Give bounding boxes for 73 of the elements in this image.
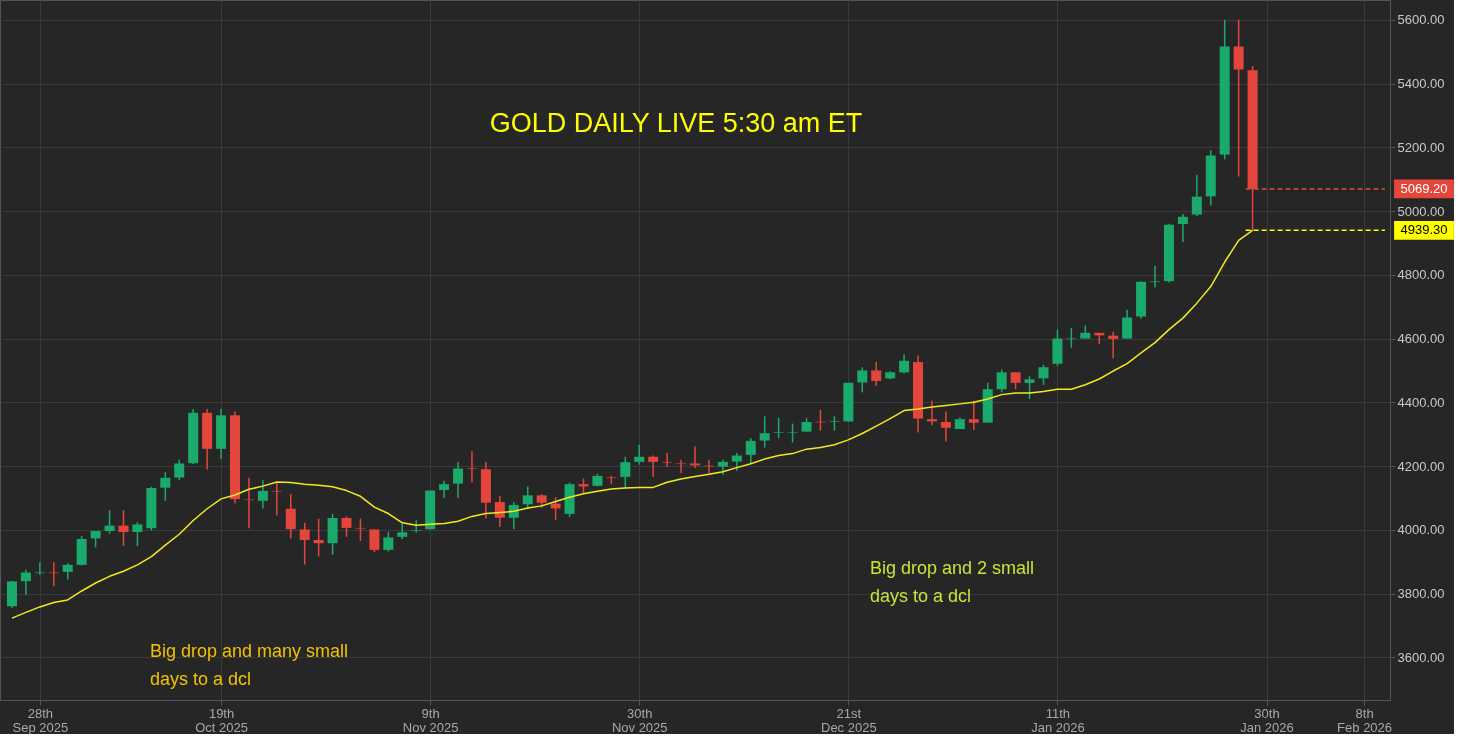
annotation: Big drop and many small days to a dcl <box>150 641 349 689</box>
candlestick <box>285 493 296 540</box>
y-tick-label: 5400.00 <box>1397 76 1445 92</box>
candlestick <box>690 445 700 469</box>
candlestick <box>899 353 910 375</box>
candlestick <box>243 477 254 529</box>
candlestick <box>1122 309 1133 340</box>
candlestick <box>787 422 798 444</box>
candlestick <box>1150 265 1160 289</box>
candlestick <box>871 361 882 387</box>
candlestick <box>104 509 115 535</box>
x-tick-label: 11th Jan 2026 <box>1031 705 1085 735</box>
y-tick-label: 5200.00 <box>1397 139 1445 155</box>
x-tick-label: 19th Oct 2025 <box>195 705 248 735</box>
candlestick <box>494 494 505 528</box>
y-tick-label: 5000.00 <box>1397 203 1445 219</box>
candlestick <box>1038 363 1049 386</box>
y-tick-label: 4800.00 <box>1397 267 1445 283</box>
candlestick <box>940 410 951 443</box>
candlestick <box>118 509 129 547</box>
y-tick-label: 4400.00 <box>1397 394 1445 410</box>
candlestick <box>271 481 282 517</box>
candlestick <box>160 471 171 502</box>
y-tick-label: 3600.00 <box>1397 649 1445 665</box>
candlestick <box>313 517 324 558</box>
x-tick-label: 21st Dec 2025 <box>821 705 877 735</box>
candlestick <box>996 368 1007 394</box>
candlestick <box>662 452 673 468</box>
candlestick <box>648 454 659 478</box>
candlestick <box>745 437 756 465</box>
y-tick-label: 4200.00 <box>1397 458 1445 474</box>
candlestick <box>759 415 770 449</box>
candlestick <box>132 521 143 547</box>
candlestick <box>257 479 268 510</box>
y-tick-label: 5600.00 <box>1397 12 1445 28</box>
x-tick-label: 30th Jan 2026 <box>1240 705 1294 735</box>
x-tick-label: 28th Sep 2025 <box>12 705 69 735</box>
x-tick-label: 30th Nov 2025 <box>611 705 668 735</box>
candlestick <box>1108 331 1119 360</box>
candlestick <box>773 417 784 440</box>
candlestick <box>355 517 366 542</box>
candlestick <box>383 530 394 553</box>
candlestick <box>676 458 687 475</box>
candlestick <box>1191 174 1202 217</box>
ref-line-label: 5069.20 <box>1400 180 1448 196</box>
text: GOLD DAILY LIVE 5:30 am ET <box>489 108 863 138</box>
candlestick <box>634 443 645 466</box>
candlestick <box>466 450 477 484</box>
candlestick <box>1233 19 1244 178</box>
x-tick-label: 9th Nov 2025 <box>402 705 459 735</box>
candlestick <box>299 522 310 566</box>
candlestick <box>341 515 352 538</box>
x-tick-label: 8th Feb 2026 <box>1337 705 1393 735</box>
candlestick <box>968 399 979 431</box>
y-tick-label: 4600.00 <box>1397 331 1445 347</box>
ref-line-label: 4939.30 <box>1400 222 1448 238</box>
annotation: Big drop and 2 small days to a dcl <box>870 558 1035 606</box>
candlestick <box>369 528 380 553</box>
candlestick <box>1177 213 1188 243</box>
candlestick <box>34 561 45 576</box>
candlestick <box>20 568 31 596</box>
candlestick <box>620 456 631 490</box>
candlestick <box>48 561 59 587</box>
candlestick <box>857 366 868 394</box>
candlestick <box>411 519 422 534</box>
candlestick <box>508 501 519 530</box>
y-tick-label: 3800.00 <box>1397 586 1445 602</box>
y-tick-label: 4000.00 <box>1397 522 1445 538</box>
candlestick <box>174 458 185 481</box>
candlestick <box>926 399 937 426</box>
candlestick <box>1024 375 1035 400</box>
line-series <box>11 229 1254 619</box>
candlestick <box>453 461 464 499</box>
